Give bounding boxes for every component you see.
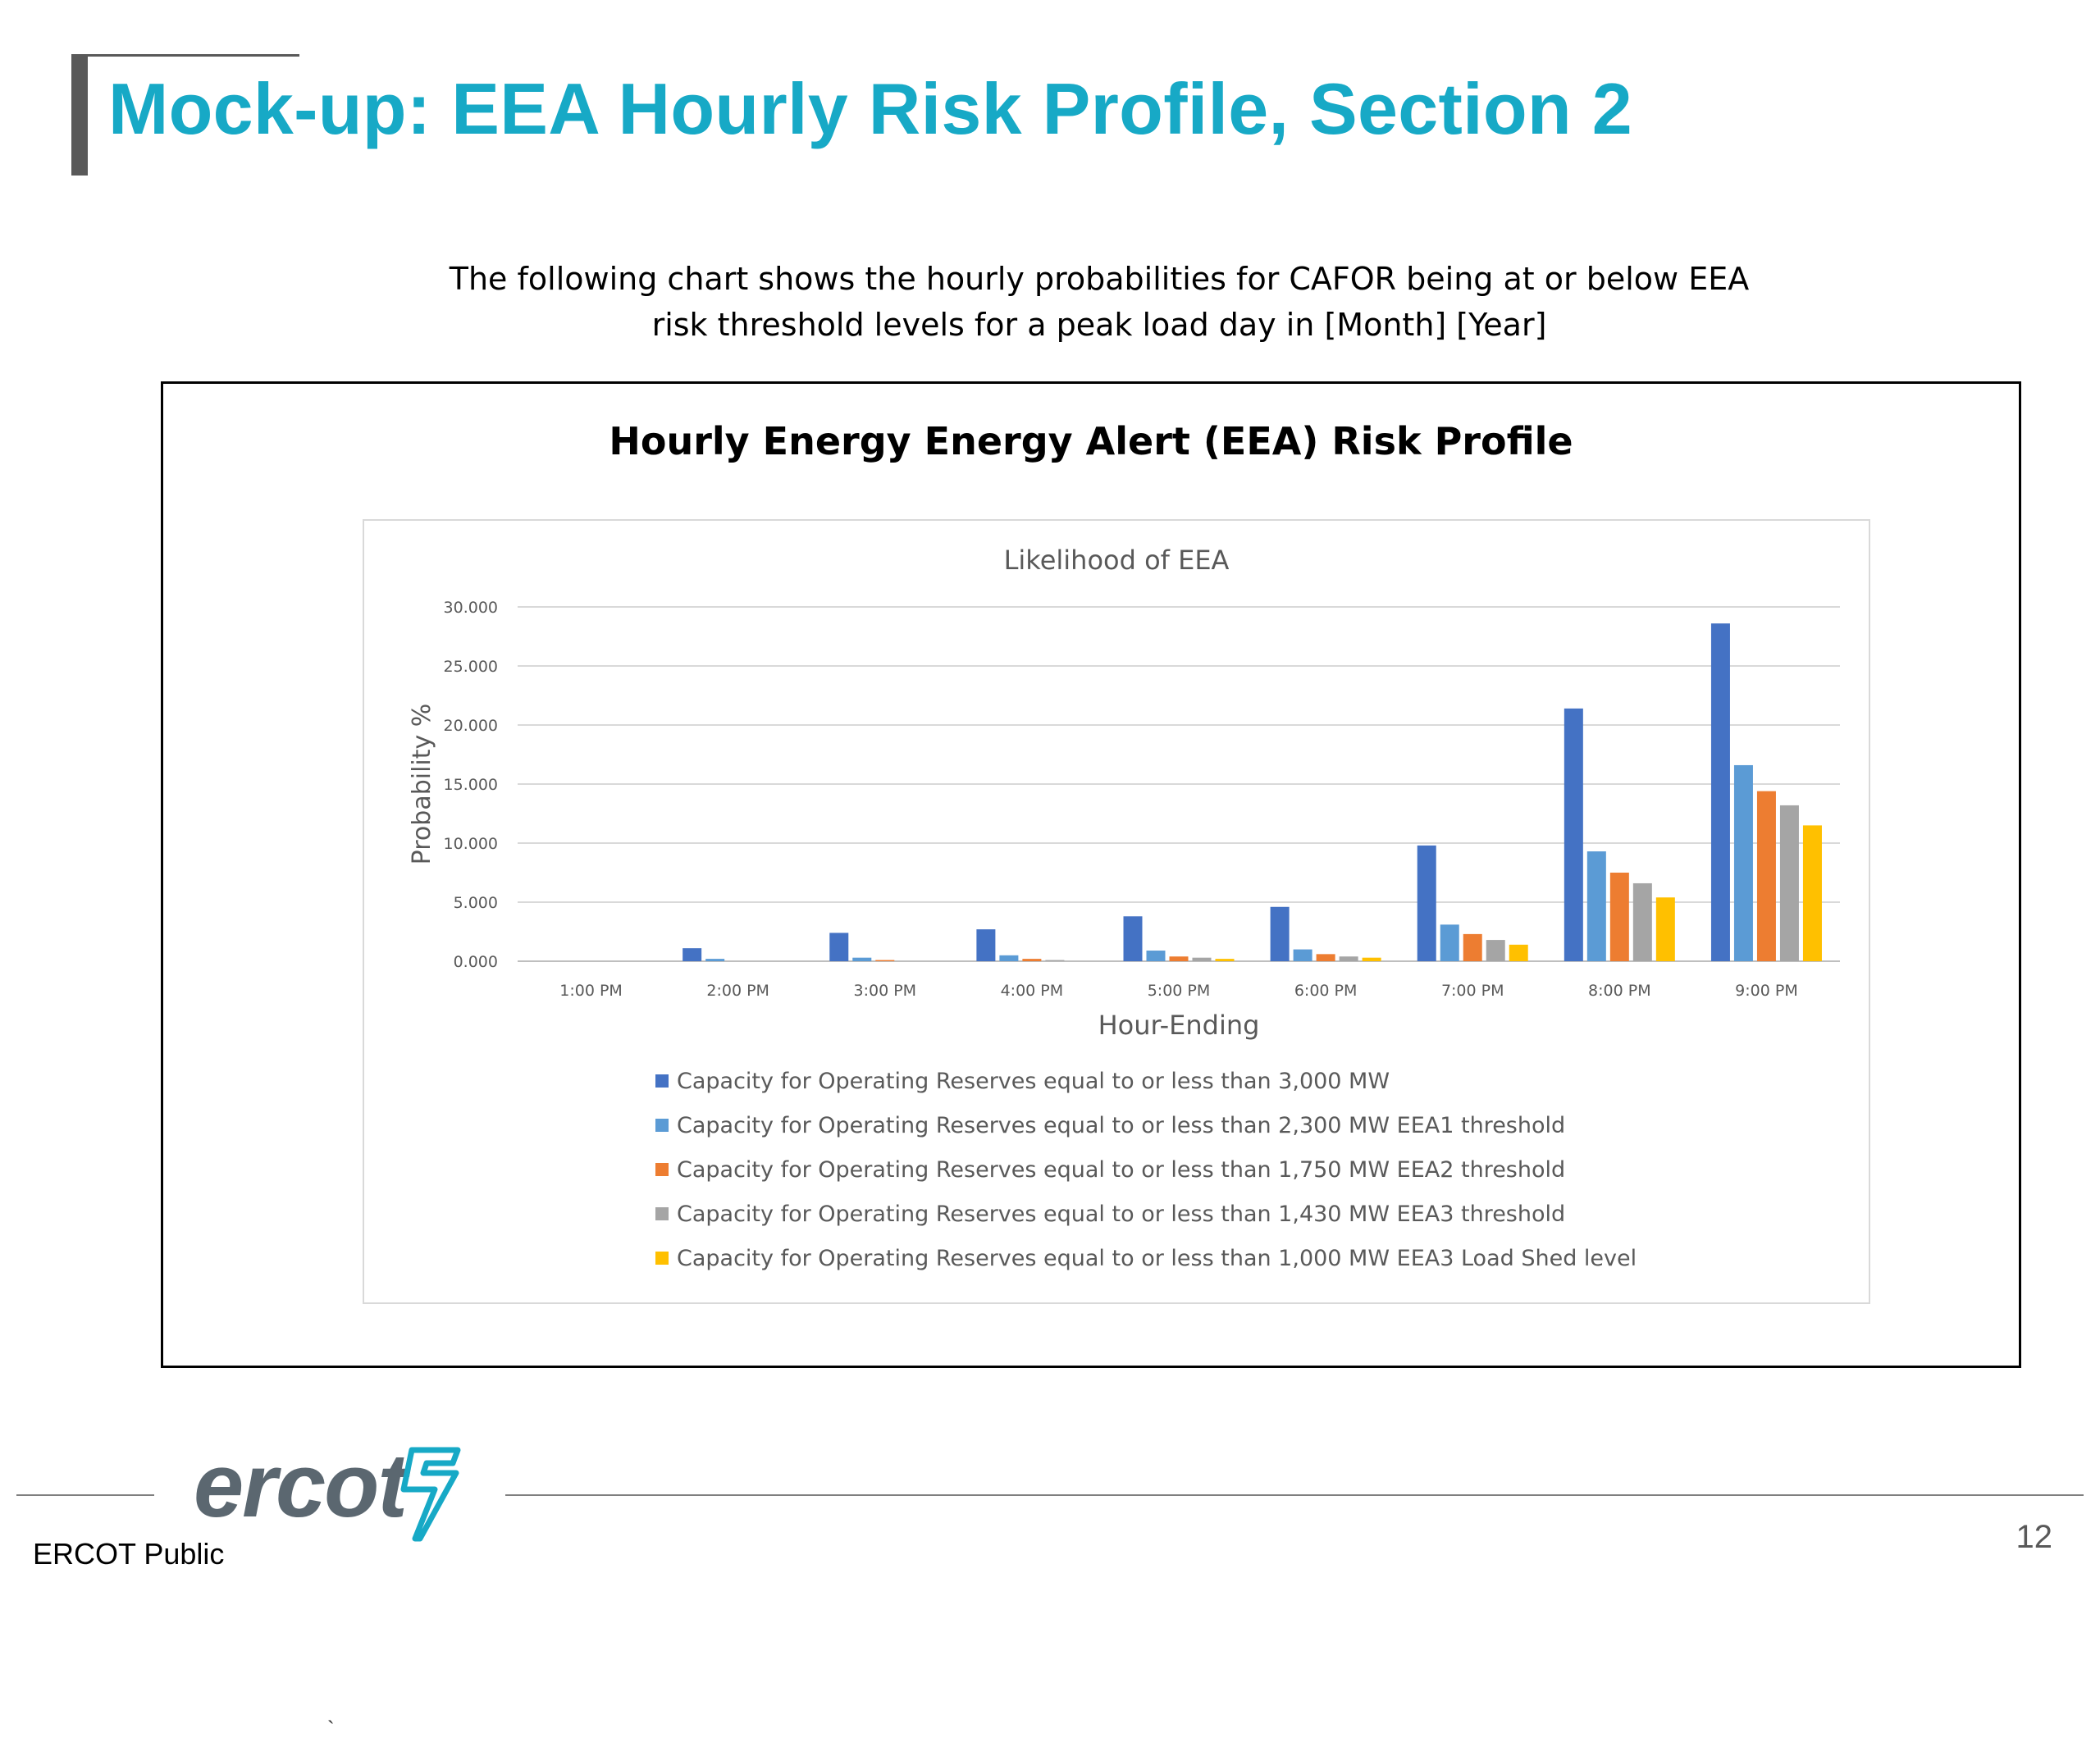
bar (1215, 959, 1235, 961)
bar (1362, 957, 1381, 961)
bar (1293, 949, 1312, 961)
y-tick-label: 30.000 (444, 599, 498, 617)
chart: Hourly Energy Energy Alert (EEA) Risk Pr… (363, 419, 1870, 1304)
bar (1486, 940, 1505, 961)
bar (1564, 708, 1583, 961)
bar (1339, 956, 1358, 961)
bar (999, 955, 1019, 961)
legend-label: Capacity for Operating Reserves equal to… (677, 1246, 1637, 1271)
footer-rule-right (505, 1494, 2084, 1496)
bar (1609, 873, 1629, 961)
bar (1733, 764, 1753, 961)
stray-mark: ` (327, 1717, 335, 1741)
title-accent-rule (71, 54, 299, 57)
bar (875, 960, 895, 961)
legend-swatch (655, 1207, 669, 1220)
title-accent-bar (71, 54, 88, 176)
bar (1586, 851, 1606, 961)
x-tick-label: 5:00 PM (1148, 982, 1211, 1000)
bar (1123, 916, 1143, 961)
bar (1316, 954, 1335, 961)
bar (682, 948, 702, 961)
bar (1192, 957, 1212, 961)
slide-title: Mock-up: EEA Hourly Risk Profile, Sectio… (108, 68, 1632, 149)
chart-outer-title: Hourly Energy Energy Alert (EEA) Risk Pr… (609, 419, 1573, 463)
bar (705, 959, 725, 961)
intro-line-1: The following chart shows the hourly pro… (449, 261, 1750, 297)
intro-line-2: risk threshold levels for a peak load da… (651, 307, 1547, 343)
x-tick-label: 4:00 PM (1001, 982, 1064, 1000)
bar (1270, 906, 1290, 961)
bar (1509, 944, 1528, 961)
bar (1169, 956, 1189, 961)
bar (1417, 845, 1436, 961)
legend-swatch (655, 1074, 669, 1088)
bar (829, 933, 849, 961)
legend-label: Capacity for Operating Reserves equal to… (677, 1157, 1565, 1183)
bar (1655, 897, 1675, 961)
x-axis-label: Hour-Ending (1098, 1010, 1260, 1041)
legend-label: Capacity for Operating Reserves equal to… (677, 1202, 1565, 1227)
bar (1756, 791, 1776, 961)
y-tick-label: 15.000 (444, 776, 498, 794)
y-tick-label: 25.000 (444, 658, 498, 676)
bar (1440, 924, 1459, 961)
y-tick-label: 20.000 (444, 717, 498, 735)
footer-rule-left (16, 1494, 154, 1496)
bar (1710, 623, 1730, 961)
bar (976, 929, 996, 961)
y-tick-label: 0.000 (454, 953, 498, 971)
legend-label: Capacity for Operating Reserves equal to… (677, 1113, 1565, 1138)
x-tick-label: 8:00 PM (1588, 982, 1651, 1000)
legend-swatch (655, 1119, 669, 1132)
legend-swatch (655, 1163, 669, 1176)
bar (1045, 960, 1065, 961)
ercot-logo-mark-icon (400, 1447, 461, 1542)
x-tick-label: 7:00 PM (1441, 982, 1504, 1000)
page-number: 12 (2016, 1519, 2053, 1555)
y-axis-label: Probability % (408, 704, 436, 865)
x-tick-label: 9:00 PM (1735, 982, 1798, 1000)
legend-label: Capacity for Operating Reserves equal to… (677, 1069, 1390, 1094)
bar (1146, 951, 1166, 961)
intro-text: The following chart shows the hourly pro… (312, 256, 1887, 348)
chart-title: Likelihood of EEA (1004, 545, 1230, 576)
bar (1022, 959, 1042, 961)
x-tick-label: 3:00 PM (853, 982, 916, 1000)
bar (1802, 825, 1822, 961)
bar (1779, 805, 1799, 961)
x-tick-label: 1:00 PM (559, 982, 623, 1000)
bar (1463, 933, 1482, 961)
y-tick-label: 10.000 (444, 835, 498, 853)
legend-swatch (655, 1252, 669, 1265)
ercot-logo-text: ercot (194, 1435, 408, 1536)
bar (1632, 882, 1652, 961)
bar (852, 957, 872, 961)
chart-frame: Hourly Energy Energy Alert (EEA) Risk Pr… (161, 381, 2021, 1741)
y-tick-label: 5.000 (454, 894, 498, 912)
x-tick-label: 2:00 PM (706, 982, 769, 1000)
x-tick-label: 6:00 PM (1294, 982, 1358, 1000)
classification-label: ERCOT Public (33, 1537, 225, 1571)
